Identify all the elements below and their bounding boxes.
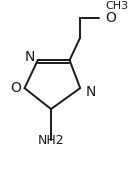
Text: O: O bbox=[10, 81, 21, 95]
Text: N: N bbox=[25, 50, 35, 64]
Text: N: N bbox=[85, 85, 96, 99]
Text: NH2: NH2 bbox=[38, 135, 64, 147]
Text: CH3: CH3 bbox=[105, 1, 129, 11]
Text: O: O bbox=[105, 11, 116, 25]
